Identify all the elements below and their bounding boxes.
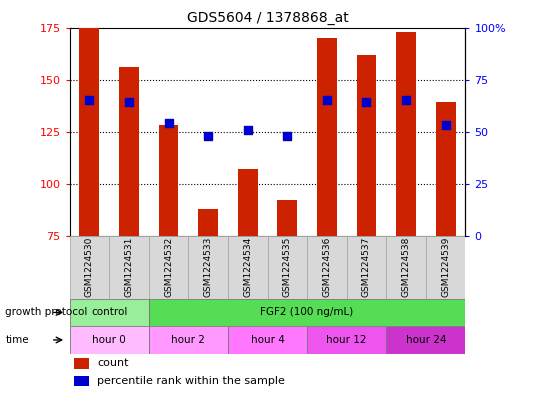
Text: FGF2 (100 ng/mL): FGF2 (100 ng/mL) — [261, 307, 354, 318]
Text: hour 24: hour 24 — [406, 335, 446, 345]
Bar — [70, 299, 149, 326]
Text: GSM1224534: GSM1224534 — [243, 237, 252, 298]
Point — [323, 97, 331, 103]
Point — [402, 97, 410, 103]
Text: GSM1224535: GSM1224535 — [283, 237, 292, 298]
Bar — [73, 358, 89, 369]
Bar — [228, 236, 268, 299]
Point — [243, 127, 252, 133]
Bar — [436, 103, 456, 236]
Text: percentile rank within the sample: percentile rank within the sample — [97, 376, 285, 386]
Text: time: time — [5, 335, 29, 345]
Text: hour 0: hour 0 — [92, 335, 126, 345]
Bar — [396, 32, 416, 236]
Text: GSM1224536: GSM1224536 — [323, 237, 331, 298]
Text: hour 2: hour 2 — [171, 335, 205, 345]
Bar — [158, 125, 179, 236]
Bar — [70, 236, 109, 299]
Point — [85, 97, 94, 103]
Text: GSM1224538: GSM1224538 — [402, 237, 410, 298]
Bar — [228, 326, 307, 354]
Bar — [307, 236, 347, 299]
Bar — [268, 236, 307, 299]
Bar — [386, 236, 426, 299]
Bar — [356, 55, 377, 236]
Bar — [149, 326, 228, 354]
Bar — [347, 236, 386, 299]
Bar — [188, 236, 228, 299]
Text: control: control — [91, 307, 127, 318]
Bar — [386, 326, 465, 354]
Text: GSM1224532: GSM1224532 — [164, 237, 173, 298]
Text: hour 4: hour 4 — [250, 335, 285, 345]
Text: GSM1224537: GSM1224537 — [362, 237, 371, 298]
Text: GSM1224533: GSM1224533 — [204, 237, 212, 298]
Point — [204, 133, 212, 139]
Point — [164, 120, 173, 127]
Bar — [149, 299, 465, 326]
Bar — [79, 28, 100, 236]
Bar — [317, 38, 337, 236]
Point — [441, 122, 450, 129]
Text: GSM1224539: GSM1224539 — [441, 237, 450, 298]
Text: GSM1224531: GSM1224531 — [125, 237, 133, 298]
Bar — [238, 169, 258, 236]
Title: GDS5604 / 1378868_at: GDS5604 / 1378868_at — [187, 11, 348, 25]
Bar — [307, 326, 386, 354]
Bar — [278, 200, 297, 236]
Text: GSM1224530: GSM1224530 — [85, 237, 94, 298]
Text: growth protocol: growth protocol — [5, 307, 88, 318]
Point — [125, 99, 133, 106]
Text: hour 12: hour 12 — [326, 335, 367, 345]
Point — [283, 133, 292, 139]
Bar — [119, 67, 139, 236]
Bar — [70, 326, 149, 354]
Bar — [198, 209, 218, 236]
Bar — [426, 236, 465, 299]
Text: count: count — [97, 358, 129, 368]
Point — [362, 99, 371, 106]
Bar — [149, 236, 188, 299]
Bar — [109, 236, 149, 299]
Bar — [73, 376, 89, 386]
